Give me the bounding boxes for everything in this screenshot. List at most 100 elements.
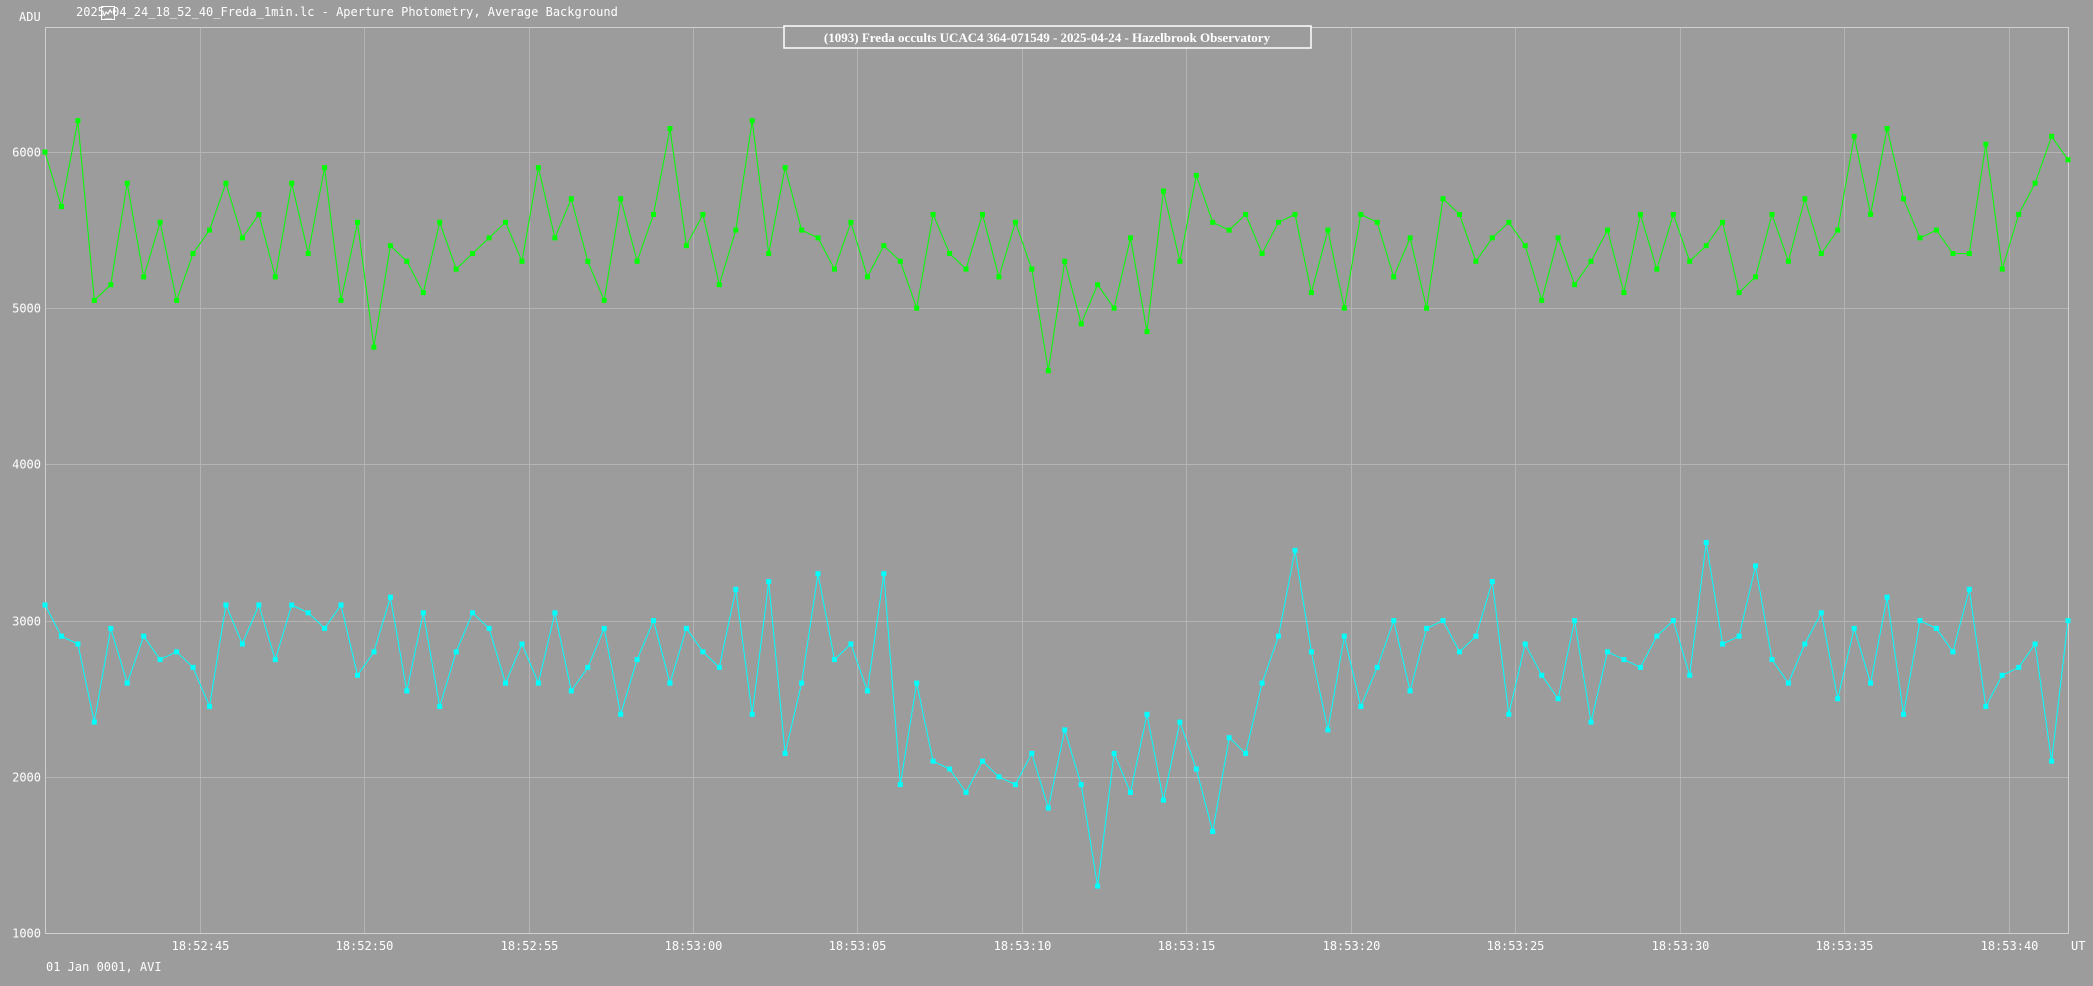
y-tick-label: 3000 (12, 615, 41, 629)
data-point (1029, 266, 1035, 272)
data-point (1555, 235, 1561, 241)
data-point (815, 571, 821, 577)
y-tick-label: 1000 (12, 927, 41, 941)
data-point (1966, 251, 1972, 256)
data-point (897, 258, 903, 264)
data-point (1160, 188, 1166, 194)
y-tick-label: 4000 (12, 458, 41, 472)
data-point (782, 750, 788, 756)
data-point (1012, 782, 1018, 788)
data-point (1621, 657, 1627, 663)
data-point (963, 789, 969, 795)
data-point (1062, 258, 1068, 264)
data-point (1341, 633, 1347, 639)
data-point (1818, 610, 1824, 616)
data-point (1391, 274, 1397, 280)
data-point (1029, 750, 1035, 756)
data-point (601, 625, 607, 631)
data-point (1851, 133, 1857, 139)
data-point (832, 657, 837, 663)
data-point (1588, 719, 1594, 725)
data-point (1292, 547, 1298, 553)
data-point (338, 297, 344, 303)
date-footer: 01 Jan 0001, AVI (46, 960, 162, 974)
data-point (1835, 696, 1841, 702)
data-point (1243, 750, 1249, 756)
plot-area-border (45, 27, 2069, 934)
data-point (1588, 258, 1594, 264)
data-point (930, 758, 936, 764)
data-point (503, 680, 508, 686)
window-title-bar: 2025_04_24_18_52_40_Freda_1min.lc - Aper… (50, 4, 618, 20)
data-point (1457, 649, 1462, 655)
data-point (1983, 704, 1989, 709)
data-point (1259, 251, 1265, 256)
data-point (1933, 227, 1939, 233)
data-point (618, 711, 624, 717)
data-point (1078, 782, 1084, 788)
data-point (799, 227, 805, 233)
data-point (1177, 258, 1183, 264)
data-point (2032, 180, 2038, 186)
data-point (2065, 618, 2071, 624)
data-point (733, 227, 739, 233)
data-point (799, 680, 805, 686)
data-point (289, 180, 295, 186)
data-point (1095, 282, 1101, 288)
data-point (1637, 211, 1643, 217)
data-point (1440, 618, 1446, 624)
data-point (91, 297, 97, 303)
data-point (1160, 797, 1166, 803)
data-point (1440, 196, 1446, 202)
data-point (1407, 235, 1413, 241)
data-point (947, 251, 953, 256)
data-point (1736, 290, 1742, 296)
data-point (272, 274, 278, 280)
x-tick-label: 18:53:20 (1323, 939, 1381, 953)
data-point (1292, 211, 1298, 217)
data-point (832, 266, 837, 272)
data-point (141, 274, 147, 280)
data-point (124, 680, 130, 686)
data-point (207, 704, 212, 709)
data-point (58, 633, 64, 639)
data-point (634, 657, 640, 663)
data-point (1917, 235, 1923, 241)
x-axis-label: UT (2071, 939, 2085, 953)
data-point (1720, 641, 1726, 647)
data-point (1901, 711, 1906, 717)
data-point (437, 219, 443, 225)
lightcurve-app-icon[interactable] (101, 6, 115, 20)
data-point (552, 235, 558, 241)
data-point (1605, 649, 1610, 655)
data-point (700, 211, 706, 217)
data-point (503, 219, 508, 225)
data-point (1868, 680, 1874, 686)
data-point (223, 602, 229, 608)
data-point (1687, 258, 1693, 264)
data-point (815, 235, 821, 241)
data-point (1177, 719, 1183, 725)
data-point (470, 610, 476, 616)
data-point (141, 633, 147, 639)
data-point (1358, 704, 1364, 709)
data-point (1308, 649, 1314, 655)
data-point (437, 704, 443, 709)
data-point (387, 594, 393, 600)
data-point (1045, 805, 1051, 811)
data-point (2016, 211, 2022, 217)
data-point (75, 641, 81, 647)
data-point (1193, 766, 1199, 772)
data-point (322, 625, 328, 631)
data-point (174, 649, 180, 655)
x-tick-label: 18:53:05 (829, 939, 887, 953)
data-point (1802, 196, 1808, 202)
data-point (1621, 290, 1627, 296)
data-point (223, 180, 229, 186)
data-point (420, 290, 426, 296)
data-point (1654, 266, 1660, 272)
data-point (519, 641, 525, 647)
data-point (1999, 672, 2005, 678)
data-point (733, 586, 739, 592)
data-point (1572, 618, 1578, 624)
